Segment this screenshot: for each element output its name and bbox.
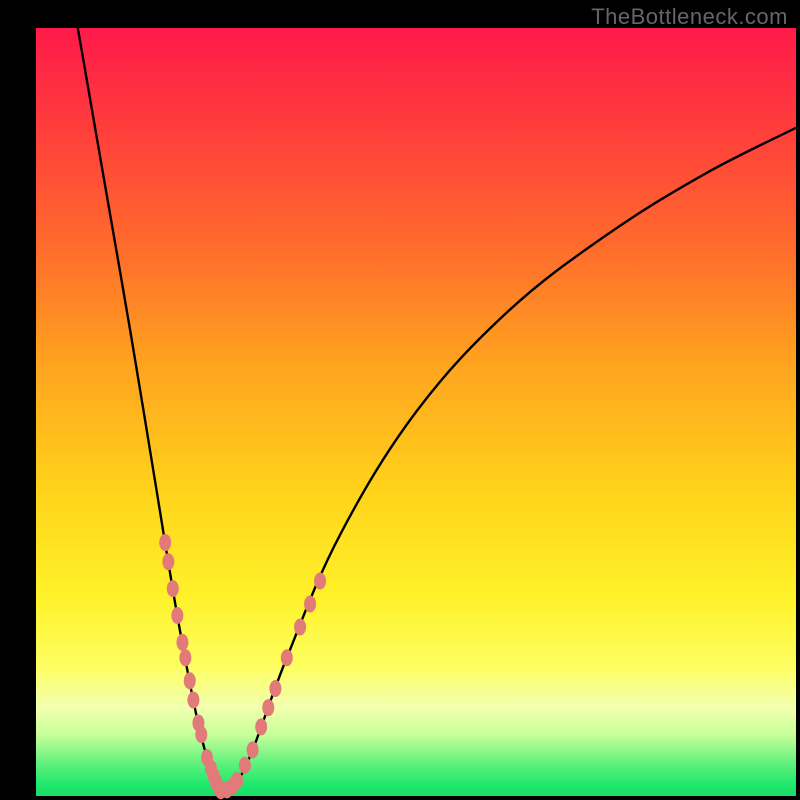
- data-marker: [255, 718, 267, 735]
- data-markers: [159, 534, 326, 799]
- data-marker: [314, 572, 326, 589]
- data-marker: [184, 672, 196, 689]
- data-marker: [162, 553, 174, 570]
- chart-frame: TheBottleneck.com: [0, 0, 800, 800]
- data-marker: [176, 634, 188, 651]
- curve-layer: [0, 0, 800, 800]
- data-marker: [159, 534, 171, 551]
- data-marker: [281, 649, 293, 666]
- data-marker: [304, 596, 316, 613]
- data-marker: [195, 726, 207, 743]
- data-marker: [171, 607, 183, 624]
- data-marker: [294, 619, 306, 636]
- data-marker: [167, 580, 179, 597]
- data-marker: [239, 757, 251, 774]
- data-marker: [269, 680, 281, 697]
- data-marker: [262, 699, 274, 716]
- data-marker: [231, 772, 243, 789]
- watermark-label: TheBottleneck.com: [591, 4, 788, 30]
- data-marker: [247, 741, 259, 758]
- data-marker: [179, 649, 191, 666]
- data-marker: [187, 692, 199, 709]
